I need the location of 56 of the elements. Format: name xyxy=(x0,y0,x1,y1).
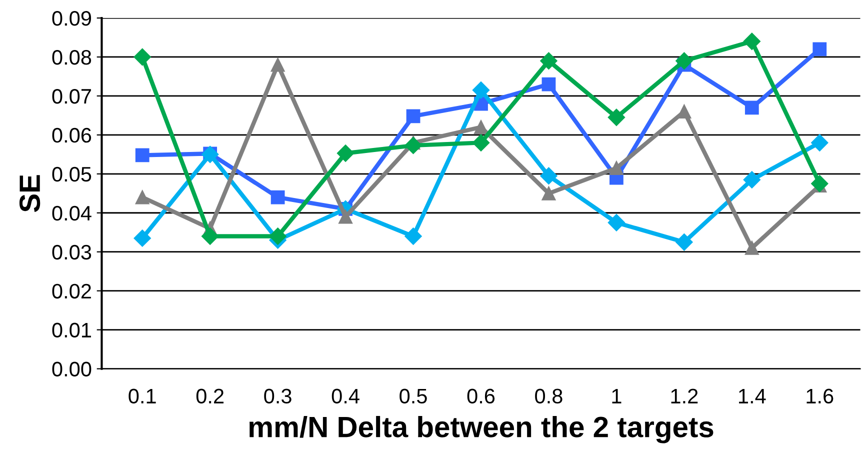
point xyxy=(608,108,626,126)
point xyxy=(474,120,488,134)
point xyxy=(404,136,422,154)
point xyxy=(676,234,693,251)
point xyxy=(744,241,759,255)
x-tick-label: 0.3 xyxy=(264,388,292,404)
point xyxy=(540,52,558,70)
point xyxy=(404,228,422,245)
x-axis-title: mm/N Delta between the 2 targets xyxy=(250,416,714,444)
y-axis-title: SE xyxy=(19,175,40,212)
x-tick-label: 0.5 xyxy=(400,388,427,404)
point xyxy=(743,32,760,50)
point xyxy=(472,134,490,152)
point xyxy=(269,228,286,245)
point xyxy=(812,42,827,56)
x-tick-label: 1 xyxy=(612,388,622,404)
point xyxy=(270,190,285,204)
y-tick-label: 0.07 xyxy=(52,88,91,104)
point xyxy=(811,134,828,152)
y-tick-label: 0.04 xyxy=(52,206,92,221)
y-tick-label: 0.08 xyxy=(52,50,92,65)
x-tick-label: 0.1 xyxy=(128,388,156,404)
y-tick-label: 0.09 xyxy=(52,11,92,26)
x-tick-label: 0.4 xyxy=(332,388,360,404)
x-tick-label: 1.4 xyxy=(739,388,766,404)
point xyxy=(336,144,354,162)
point xyxy=(610,161,624,176)
y-tick-label: 0.03 xyxy=(52,244,92,260)
point xyxy=(676,52,693,70)
point xyxy=(811,175,828,192)
y-tick-label: 0.05 xyxy=(52,166,92,182)
point xyxy=(338,210,352,224)
point xyxy=(202,228,219,245)
x-tick-label: 1.6 xyxy=(806,388,834,404)
point xyxy=(608,214,626,232)
x-tick-label: 0.2 xyxy=(196,388,224,404)
point xyxy=(542,77,556,92)
point xyxy=(540,167,558,184)
point xyxy=(270,58,285,72)
point xyxy=(677,104,692,118)
point xyxy=(744,100,759,115)
point xyxy=(134,230,151,247)
point xyxy=(542,186,556,200)
point xyxy=(743,171,760,188)
y-tick-label: 0.00 xyxy=(52,362,92,377)
x-tick-label: 0.6 xyxy=(467,388,495,404)
y-tick-label: 0.02 xyxy=(52,284,91,299)
x-tick-label: 1.2 xyxy=(671,388,698,404)
y-tick-label: 0.01 xyxy=(52,322,91,338)
point xyxy=(134,48,151,66)
point xyxy=(135,148,150,162)
y-tick-label: 0.06 xyxy=(52,128,92,143)
point xyxy=(406,109,420,124)
point xyxy=(135,190,150,204)
x-tick-label: 0.8 xyxy=(535,388,562,404)
point xyxy=(472,82,490,99)
